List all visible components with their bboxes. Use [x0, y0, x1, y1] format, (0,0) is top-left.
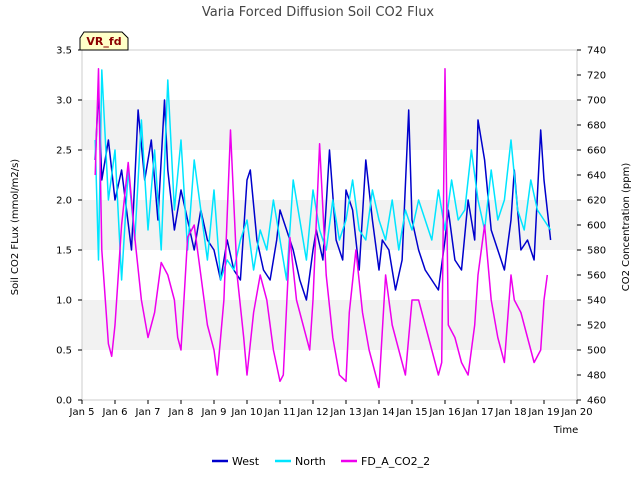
- y2-tick-label: 660: [587, 146, 606, 157]
- x-tick-label: Jan 12: [296, 407, 328, 418]
- y-axis-title: Soil CO2 FLux (mmol/m2/s): [10, 159, 21, 296]
- y2-tick-label: 580: [587, 246, 606, 257]
- series-line-west: [94, 89, 552, 301]
- series-line-fd-a-co2-2: [94, 68, 549, 389]
- x-tick-label: Jan 11: [263, 407, 295, 418]
- x-tick-label: Jan 17: [461, 407, 493, 418]
- y-tick-label: 0.5: [56, 346, 72, 357]
- y2-tick-label: 740: [587, 46, 606, 57]
- y2-tick-label: 680: [587, 121, 606, 132]
- x-tick-label: Jan 19: [527, 407, 559, 418]
- legend-item: North: [275, 455, 326, 468]
- grid-band: [82, 100, 577, 150]
- y-tick-label: 2.5: [56, 146, 72, 157]
- y2-tick-label: 600: [587, 221, 606, 232]
- x-tick-label: Jan 6: [102, 407, 128, 418]
- x-tick-label: Jan 15: [395, 407, 427, 418]
- y2-tick-label: 480: [587, 371, 606, 382]
- x-tick-label: Jan 5: [69, 407, 95, 418]
- series-line-north: [94, 69, 552, 281]
- y2-tick-label: 720: [587, 71, 606, 82]
- x-tick-label: Jan 14: [362, 407, 394, 418]
- y2-tick-label: 560: [587, 271, 606, 282]
- y-tick-label: 0.0: [56, 396, 72, 407]
- x-tick-label: Jan 7: [135, 407, 161, 418]
- legend-label: FD_A_CO2_2: [361, 455, 430, 468]
- legend-label: North: [295, 455, 326, 468]
- x-axis-title: Time: [553, 425, 578, 436]
- badge-label: VR_fd: [86, 35, 121, 48]
- y2-tick-label: 540: [587, 296, 606, 307]
- x-tick-label: Jan 10: [230, 407, 262, 418]
- x-tick-label: Jan 16: [428, 407, 460, 418]
- y2-tick-label: 640: [587, 171, 606, 182]
- x-tick-label: Jan 20: [560, 407, 592, 418]
- x-axis-ticks: Jan 5 Jan 6 Jan 7 Jan 8 Jan 9 Jan 10 Jan 11 Jan…: [69, 400, 593, 418]
- x-tick-label: Jan 13: [329, 407, 361, 418]
- y-tick-label: 1.5: [56, 246, 72, 257]
- x-tick-label: Jan 18: [494, 407, 526, 418]
- y2-tick-label: 460: [587, 396, 606, 407]
- y2-axis-title: CO2 Concentration (ppm): [621, 163, 632, 292]
- legend-item: West: [212, 455, 260, 468]
- x-tick-label: Jan 8: [168, 407, 194, 418]
- chart-title: Varia Forced Diffusion Soil CO2 Flux: [202, 5, 435, 20]
- y-tick-label: 2.0: [56, 196, 72, 207]
- y2-tick-label: 620: [587, 196, 606, 207]
- legend-item: FD_A_CO2_2: [341, 455, 430, 468]
- badge-shape: [79, 31, 129, 51]
- y-tick-label: 3.0: [56, 96, 72, 107]
- badge: VR_fd: [79, 31, 129, 51]
- y-tick-label: 1.0: [56, 296, 72, 307]
- x-tick-label: Jan 9: [201, 407, 227, 418]
- y2-tick-label: 700: [587, 96, 606, 107]
- y-axis-ticks: 0.0 0.5 1.0 1.5 2.0 2.5 3.0 3.5: [56, 46, 82, 407]
- y2-tick-label: 500: [587, 346, 606, 357]
- legend-label: West: [232, 455, 260, 468]
- plot-lines: [94, 68, 552, 389]
- y2-tick-label: 520: [587, 321, 606, 332]
- legend: West North FD_A_CO2_2: [212, 455, 430, 468]
- y2-axis-ticks: 460 480 500 520 540 560 580 600 620 640 660 680 700 7…: [577, 46, 606, 407]
- y-tick-label: 3.5: [56, 46, 72, 57]
